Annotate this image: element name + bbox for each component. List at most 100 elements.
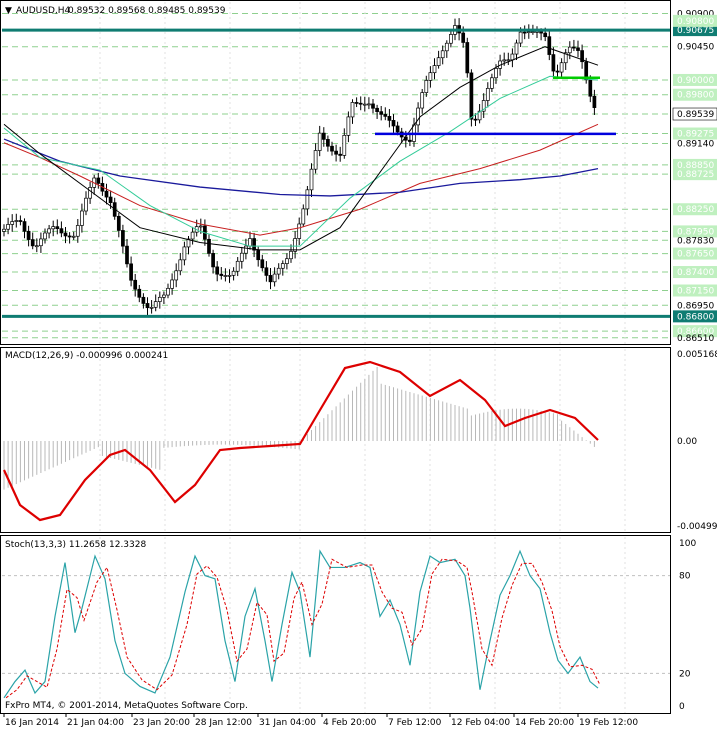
candle-down: [321, 132, 326, 140]
symbol-label: AUDUSD,H4: [16, 6, 71, 16]
candle-down: [215, 266, 220, 275]
candle-down: [264, 267, 269, 276]
candle-down: [268, 275, 273, 283]
candle-down: [375, 107, 379, 112]
candle-up: [531, 31, 535, 33]
macd-axis-label: 0.00: [677, 437, 697, 447]
candle-up: [182, 246, 187, 261]
candle-up: [239, 252, 244, 262]
candle-up: [80, 210, 84, 226]
price-label: 0.90800: [677, 17, 714, 27]
candle-down: [104, 190, 109, 198]
candle-down: [22, 221, 27, 232]
candle-down: [211, 253, 215, 268]
price-label-bg: [673, 24, 717, 37]
candle-down: [358, 102, 363, 105]
copyright-text: FxPro MT4, © 2001-2014, MetaQuotes Softw…: [5, 701, 248, 711]
price-label: 0.89539: [677, 110, 714, 120]
candle-up: [289, 250, 293, 260]
candle-up: [166, 287, 170, 296]
candle-up: [297, 223, 302, 239]
candle-down: [59, 228, 64, 234]
candle-up: [153, 301, 158, 308]
time-label: 14 Feb 20:00: [515, 718, 574, 728]
candle-up: [481, 100, 486, 112]
price-label-bg: [673, 158, 717, 171]
price-label: 0.89275: [677, 130, 714, 140]
candle-down: [125, 245, 129, 265]
candle-up: [305, 189, 310, 210]
price-label-bg: [673, 127, 717, 140]
candle-up: [506, 59, 511, 62]
candle-up: [563, 52, 568, 64]
candle-down: [354, 102, 359, 104]
candle-up: [477, 110, 482, 121]
price-label: 0.90000: [677, 76, 714, 86]
stoch-panel[interactable]: [0, 535, 671, 714]
time-label: 28 Jan 12:00: [195, 718, 252, 728]
price-panel[interactable]: [0, 0, 671, 345]
macd-panel[interactable]: [0, 347, 671, 533]
candle-up: [39, 238, 43, 247]
candle-up: [223, 275, 228, 277]
candle-up: [367, 103, 371, 106]
candle-down: [543, 32, 548, 38]
candle-up: [301, 208, 306, 225]
candle-down: [391, 120, 396, 127]
candle-up: [10, 221, 15, 225]
candle-up: [293, 238, 297, 252]
support-resistance-lines[interactable]: [2, 28, 670, 318]
candle-down: [371, 103, 375, 109]
stoch-main-line: [3, 549, 599, 699]
candle-up: [2, 228, 6, 232]
candle-up: [190, 231, 195, 240]
candle-up: [342, 134, 347, 156]
price-label-bg: [673, 310, 717, 323]
candle-up: [490, 77, 494, 89]
candle-down: [26, 230, 31, 240]
candle-up: [440, 50, 445, 59]
price-label: 0.88250: [677, 205, 714, 215]
candle-up: [526, 31, 531, 34]
candle-down: [108, 196, 113, 203]
price-label: 0.87150: [677, 287, 714, 297]
candle-up: [75, 225, 80, 237]
candle-up: [350, 102, 355, 118]
sma-black: [3, 46, 599, 251]
candle-down: [469, 72, 474, 120]
candle-down: [547, 36, 552, 55]
candle-up: [362, 103, 367, 106]
candle-up: [444, 42, 449, 52]
candle-up: [149, 306, 154, 309]
ohlc-values: 0.89532 0.89568 0.89485 0.89539: [68, 6, 226, 16]
stoch-title: Stoch(13,3,3) 11.2658 12.3328: [5, 540, 146, 550]
time-label: 23 Jan 20:00: [133, 718, 190, 728]
price-label-bg: [673, 284, 717, 297]
candle-up: [317, 132, 322, 151]
candle-down: [580, 50, 584, 63]
time-label: 19 Feb 12:00: [579, 718, 638, 728]
candle-down: [129, 263, 133, 281]
price-label: 0.86950: [677, 301, 714, 311]
candle-down: [133, 279, 138, 290]
price-label: 0.87400: [677, 268, 714, 278]
stoch-axis-label: 100: [679, 539, 696, 549]
time-label: 4 Feb 20:00: [323, 718, 377, 728]
price-label-bg: [673, 14, 717, 27]
candle-up: [485, 87, 490, 101]
macd-indicator: 0.005168 0.00 -0.004998: [2, 350, 717, 532]
candle-up: [162, 294, 166, 298]
candle-up: [47, 228, 51, 234]
stoch-signal-line: [5, 558, 601, 699]
price-grid: [2, 2, 670, 713]
candle-down: [207, 238, 211, 254]
candle-up: [494, 68, 498, 79]
macd-axis-label: -0.004998: [677, 522, 717, 532]
candle-down: [252, 238, 256, 251]
price-label-bg: [673, 247, 717, 260]
candle-up: [186, 238, 191, 248]
price-label: 0.87830: [677, 236, 714, 246]
price-label: 0.90900: [677, 9, 714, 19]
candle-down: [326, 139, 330, 147]
